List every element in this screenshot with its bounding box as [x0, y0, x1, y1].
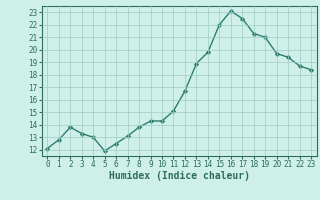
X-axis label: Humidex (Indice chaleur): Humidex (Indice chaleur) — [109, 171, 250, 181]
